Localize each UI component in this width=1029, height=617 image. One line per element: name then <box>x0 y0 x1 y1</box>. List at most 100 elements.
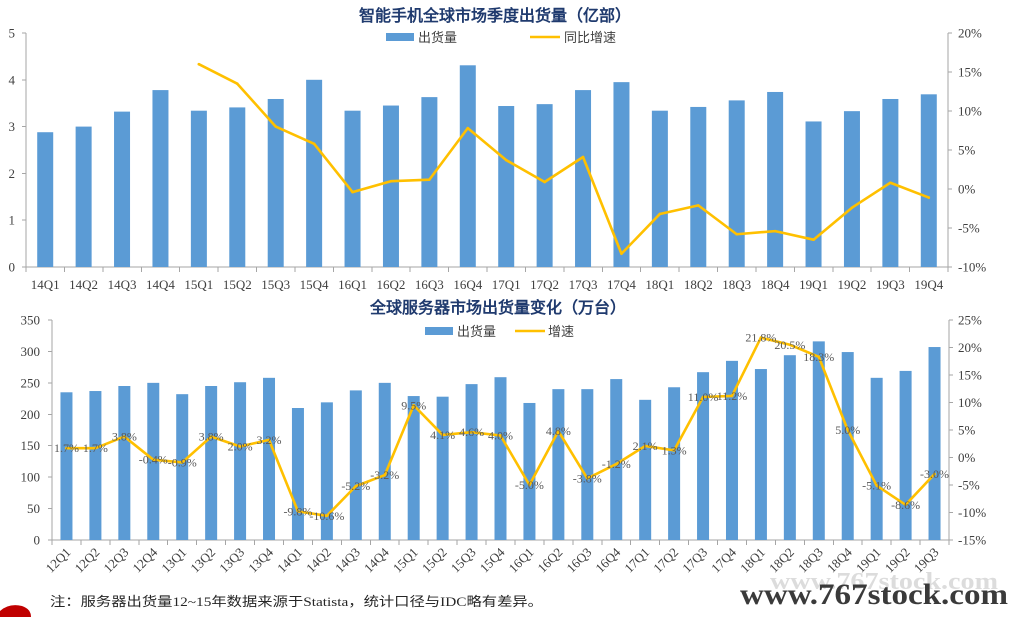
left-axis-tick-label: 0 <box>9 260 16 275</box>
bar-19q3 <box>928 347 941 540</box>
bar-12q2 <box>89 391 102 540</box>
bar-14q1 <box>291 408 304 540</box>
growth-data-label-12q2: 1.7% <box>83 441 108 455</box>
growth-point-15q4 <box>312 142 316 146</box>
bar-16q4 <box>610 379 623 540</box>
legend: 出货量 增速 <box>425 324 574 339</box>
category-label-18q1: 18Q1 <box>645 277 674 292</box>
bar-19q1 <box>805 121 822 268</box>
legend-bar-swatch <box>386 33 414 41</box>
growth-point-19q2 <box>850 206 854 210</box>
category-label-19q1: 19Q1 <box>799 277 828 292</box>
left-axis-tick-label: 5 <box>9 26 16 41</box>
growth-point-18q1 <box>658 212 662 216</box>
bar-15q4 <box>494 377 507 540</box>
bar-18q2 <box>783 355 796 540</box>
growth-data-label-15q3: 4.6% <box>459 425 484 439</box>
growth-point-19q3 <box>889 181 892 185</box>
left-axis-tick-label: 0 <box>34 533 41 548</box>
growth-point-14q1 <box>296 510 300 513</box>
bar-12q1 <box>60 392 73 540</box>
growth-point-14q4 <box>383 473 387 477</box>
growth-data-label-12q1: 1.7% <box>54 441 79 455</box>
growth-point-17q1 <box>504 158 508 162</box>
growth-point-17q2 <box>543 180 546 184</box>
growth-data-label-13q2: 3.8% <box>199 430 224 444</box>
left-axis-tick-label: 1 <box>9 213 16 228</box>
growth-point-19q1 <box>812 238 815 241</box>
left-axis-tick-label: 100 <box>21 470 41 485</box>
bar-17q2 <box>668 387 681 540</box>
bar-12q3 <box>118 386 131 540</box>
growth-point-15q4 <box>499 434 502 437</box>
bar-16q2 <box>552 389 565 540</box>
growth-data-label-17q3: 11.0% <box>688 390 719 404</box>
growth-data-label-16q4: -1.2% <box>602 457 631 471</box>
bar-17q4 <box>613 82 630 267</box>
bar-18q1 <box>754 369 767 540</box>
category-label-19q4: 19Q4 <box>914 277 943 292</box>
right-axis-tick-label: 0% <box>958 450 976 465</box>
bar-15q1 <box>190 110 207 267</box>
bar-17q1 <box>639 399 652 540</box>
left-axis-tick-label: 4 <box>9 72 16 87</box>
bar-14q4 <box>152 90 169 267</box>
legend-bar-label: 出货量 <box>418 30 457 45</box>
bar-16q2 <box>382 105 399 267</box>
growth-data-label-14q1: -9.8% <box>283 504 312 518</box>
right-axis-tick-label: 10% <box>958 104 982 119</box>
bar-19q4 <box>920 94 937 267</box>
right-axis-tick-label: 25% <box>958 313 982 328</box>
growth-point-18q3 <box>735 232 739 236</box>
right-axis-tick-label: 20% <box>958 340 982 355</box>
bar-18q3 <box>812 341 825 540</box>
bar-18q4 <box>841 352 854 540</box>
category-label-16q2: 16Q2 <box>377 277 406 292</box>
category-label-15q1: 15Q1 <box>184 277 213 292</box>
bar-15q1 <box>407 396 420 540</box>
bar-15q4 <box>306 79 323 267</box>
category-label-17q2: 17Q2 <box>530 277 559 292</box>
right-axis-tick-label: -10% <box>958 260 986 275</box>
bar-16q1 <box>523 402 536 540</box>
bar-18q4 <box>767 91 784 267</box>
growth-point-19q4 <box>927 196 931 199</box>
growth-point-15q2 <box>235 82 239 85</box>
bar-16q1 <box>344 110 361 267</box>
growth-point-12q4 <box>151 458 155 462</box>
growth-point-15q2 <box>441 433 444 437</box>
growth-data-label-18q4: 5.0% <box>835 423 860 437</box>
bar-16q3 <box>581 389 594 540</box>
bar-13q2 <box>205 386 218 540</box>
bar-15q2 <box>229 107 246 267</box>
growth-point-18q2 <box>696 204 700 207</box>
growth-point-16q1 <box>351 190 354 194</box>
growth-point-15q1 <box>197 62 201 66</box>
growth-point-16q3 <box>586 477 589 480</box>
growth-data-label-14q4: -3.2% <box>370 468 399 482</box>
category-label-15q2: 15Q2 <box>223 277 252 292</box>
legend-bar-swatch <box>425 327 453 335</box>
right-axis-tick-label: 10% <box>958 395 982 410</box>
watermark-faint: www.767stock.com <box>770 569 998 595</box>
left-axis-tick-label: 200 <box>21 407 41 422</box>
bar-19q2 <box>843 111 860 267</box>
category-label-15q4: 15Q4 <box>300 277 329 292</box>
right-axis-tick-label: 5% <box>958 423 976 438</box>
growth-point-17q1 <box>643 444 647 448</box>
growth-point-17q4 <box>730 394 734 398</box>
growth-data-label-16q3: -3.8% <box>573 471 602 485</box>
growth-point-19q3 <box>933 472 936 476</box>
chart-title: 全球服务器市场出货量变化（万台） <box>369 298 626 317</box>
growth-point-12q2 <box>94 446 97 450</box>
category-label-19q3: 19Q3 <box>876 277 905 292</box>
growth-data-label-14q3: -5.2% <box>341 479 370 493</box>
category-label-15q3: 15Q3 <box>261 277 290 292</box>
growth-point-14q2 <box>325 514 329 518</box>
right-axis-tick-label: -5% <box>958 221 980 236</box>
bar-18q1 <box>651 110 668 267</box>
bar-14q3 <box>349 390 362 540</box>
left-axis-tick-label: 300 <box>21 344 41 359</box>
category-label-14q2: 14Q2 <box>69 277 98 292</box>
